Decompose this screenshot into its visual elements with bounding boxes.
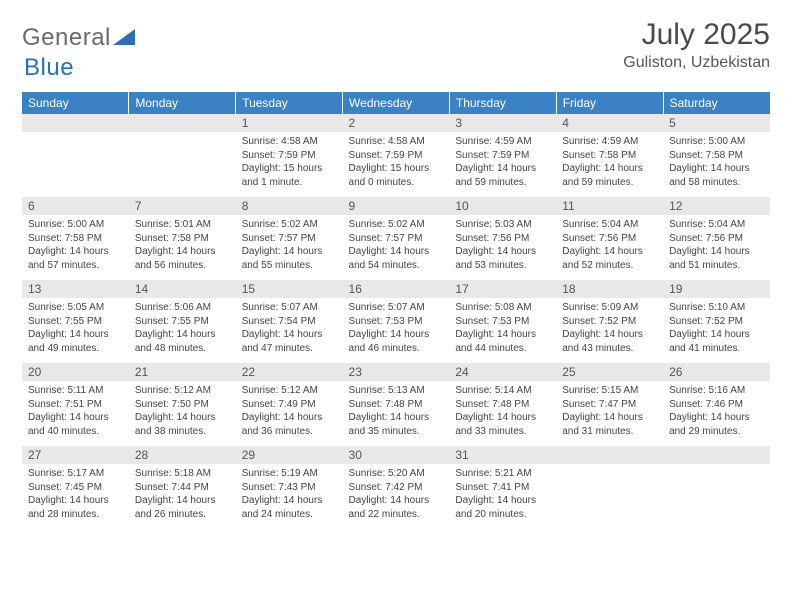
day-info	[556, 464, 663, 529]
day-info-row: Sunrise: 5:17 AM Sunset: 7:45 PM Dayligh…	[22, 464, 770, 529]
day-info: Sunrise: 5:02 AM Sunset: 7:57 PM Dayligh…	[236, 215, 343, 280]
day-info	[129, 132, 236, 197]
weekday-header: Tuesday	[236, 92, 343, 114]
day-info: Sunrise: 4:58 AM Sunset: 7:59 PM Dayligh…	[236, 132, 343, 197]
weekday-header: Saturday	[663, 92, 770, 114]
title-block: July 2025 Guliston, Uzbekistan	[623, 18, 770, 72]
day-info: Sunrise: 5:11 AM Sunset: 7:51 PM Dayligh…	[22, 381, 129, 446]
day-info: Sunrise: 5:17 AM Sunset: 7:45 PM Dayligh…	[22, 464, 129, 529]
day-number: 16	[343, 280, 450, 298]
day-info: Sunrise: 5:21 AM Sunset: 7:41 PM Dayligh…	[449, 464, 556, 529]
day-info-row: Sunrise: 5:05 AM Sunset: 7:55 PM Dayligh…	[22, 298, 770, 363]
day-number: 20	[22, 363, 129, 381]
weekday-header: Thursday	[449, 92, 556, 114]
day-number	[22, 114, 129, 132]
day-number: 15	[236, 280, 343, 298]
day-number: 13	[22, 280, 129, 298]
day-info: Sunrise: 4:59 AM Sunset: 7:58 PM Dayligh…	[556, 132, 663, 197]
weekday-header-row: Sunday Monday Tuesday Wednesday Thursday…	[22, 92, 770, 114]
day-info: Sunrise: 5:20 AM Sunset: 7:42 PM Dayligh…	[343, 464, 450, 529]
weekday-header: Monday	[129, 92, 236, 114]
day-number: 14	[129, 280, 236, 298]
day-number: 11	[556, 197, 663, 215]
day-info: Sunrise: 5:12 AM Sunset: 7:50 PM Dayligh…	[129, 381, 236, 446]
day-info: Sunrise: 4:58 AM Sunset: 7:59 PM Dayligh…	[343, 132, 450, 197]
day-number: 31	[449, 446, 556, 464]
day-info: Sunrise: 5:02 AM Sunset: 7:57 PM Dayligh…	[343, 215, 450, 280]
day-number: 2	[343, 114, 450, 132]
day-number: 28	[129, 446, 236, 464]
day-number: 10	[449, 197, 556, 215]
day-number: 23	[343, 363, 450, 381]
day-number: 30	[343, 446, 450, 464]
day-info-row: Sunrise: 5:11 AM Sunset: 7:51 PM Dayligh…	[22, 381, 770, 446]
day-number: 22	[236, 363, 343, 381]
day-info: Sunrise: 5:12 AM Sunset: 7:49 PM Dayligh…	[236, 381, 343, 446]
logo-text-2: Blue	[24, 54, 74, 81]
logo: General	[22, 18, 137, 52]
day-info: Sunrise: 5:07 AM Sunset: 7:54 PM Dayligh…	[236, 298, 343, 363]
day-number	[129, 114, 236, 132]
day-info: Sunrise: 5:10 AM Sunset: 7:52 PM Dayligh…	[663, 298, 770, 363]
day-number: 29	[236, 446, 343, 464]
day-number: 1	[236, 114, 343, 132]
day-number-row: 20212223242526	[22, 363, 770, 381]
day-number: 27	[22, 446, 129, 464]
calendar-table: Sunday Monday Tuesday Wednesday Thursday…	[22, 92, 770, 529]
day-info: Sunrise: 5:06 AM Sunset: 7:55 PM Dayligh…	[129, 298, 236, 363]
weekday-header: Sunday	[22, 92, 129, 114]
day-number	[556, 446, 663, 464]
day-info: Sunrise: 5:00 AM Sunset: 7:58 PM Dayligh…	[663, 132, 770, 197]
day-number: 25	[556, 363, 663, 381]
day-number-row: 12345	[22, 114, 770, 132]
month-title: July 2025	[623, 18, 770, 52]
day-number: 3	[449, 114, 556, 132]
day-info: Sunrise: 5:15 AM Sunset: 7:47 PM Dayligh…	[556, 381, 663, 446]
day-info-row: Sunrise: 5:00 AM Sunset: 7:58 PM Dayligh…	[22, 215, 770, 280]
day-number: 4	[556, 114, 663, 132]
day-info	[663, 464, 770, 529]
day-info: Sunrise: 5:14 AM Sunset: 7:48 PM Dayligh…	[449, 381, 556, 446]
weekday-header: Wednesday	[343, 92, 450, 114]
day-info: Sunrise: 5:16 AM Sunset: 7:46 PM Dayligh…	[663, 381, 770, 446]
day-info: Sunrise: 5:05 AM Sunset: 7:55 PM Dayligh…	[22, 298, 129, 363]
day-info: Sunrise: 5:18 AM Sunset: 7:44 PM Dayligh…	[129, 464, 236, 529]
day-number: 18	[556, 280, 663, 298]
day-info: Sunrise: 5:03 AM Sunset: 7:56 PM Dayligh…	[449, 215, 556, 280]
day-info: Sunrise: 5:04 AM Sunset: 7:56 PM Dayligh…	[556, 215, 663, 280]
day-info: Sunrise: 5:13 AM Sunset: 7:48 PM Dayligh…	[343, 381, 450, 446]
day-number: 19	[663, 280, 770, 298]
day-number: 9	[343, 197, 450, 215]
day-info: Sunrise: 5:19 AM Sunset: 7:43 PM Dayligh…	[236, 464, 343, 529]
day-number: 26	[663, 363, 770, 381]
day-number: 21	[129, 363, 236, 381]
day-number: 17	[449, 280, 556, 298]
day-info-row: Sunrise: 4:58 AM Sunset: 7:59 PM Dayligh…	[22, 132, 770, 197]
day-number-row: 2728293031	[22, 446, 770, 464]
day-info: Sunrise: 4:59 AM Sunset: 7:59 PM Dayligh…	[449, 132, 556, 197]
day-info: Sunrise: 5:07 AM Sunset: 7:53 PM Dayligh…	[343, 298, 450, 363]
day-number-row: 13141516171819	[22, 280, 770, 298]
logo-triangle-icon	[113, 27, 135, 50]
day-number: 6	[22, 197, 129, 215]
day-number: 8	[236, 197, 343, 215]
day-info: Sunrise: 5:00 AM Sunset: 7:58 PM Dayligh…	[22, 215, 129, 280]
day-number: 24	[449, 363, 556, 381]
weekday-header: Friday	[556, 92, 663, 114]
day-number: 12	[663, 197, 770, 215]
day-number: 5	[663, 114, 770, 132]
logo-text-1: General	[22, 24, 111, 52]
location: Guliston, Uzbekistan	[623, 54, 770, 72]
day-info: Sunrise: 5:01 AM Sunset: 7:58 PM Dayligh…	[129, 215, 236, 280]
day-number-row: 6789101112	[22, 197, 770, 215]
day-info: Sunrise: 5:04 AM Sunset: 7:56 PM Dayligh…	[663, 215, 770, 280]
day-number: 7	[129, 197, 236, 215]
day-info: Sunrise: 5:08 AM Sunset: 7:53 PM Dayligh…	[449, 298, 556, 363]
day-info	[22, 132, 129, 197]
day-number	[663, 446, 770, 464]
day-info: Sunrise: 5:09 AM Sunset: 7:52 PM Dayligh…	[556, 298, 663, 363]
